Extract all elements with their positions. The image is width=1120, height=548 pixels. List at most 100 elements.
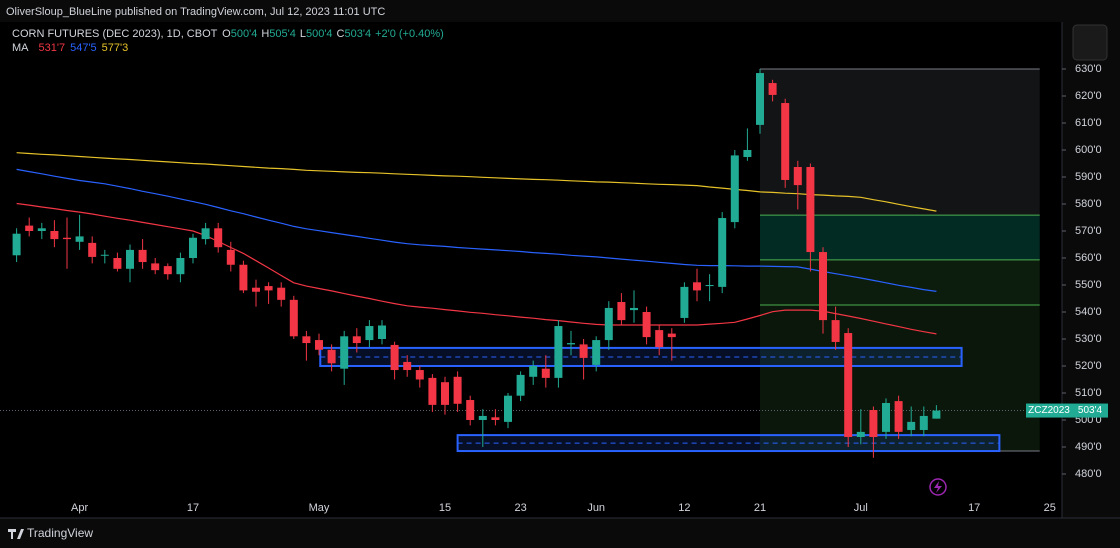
candle-body <box>730 155 739 223</box>
candle-body <box>176 257 185 275</box>
y-tick-label: 590'0 <box>1075 171 1102 183</box>
candle-body <box>693 282 701 291</box>
x-tick-label: May <box>309 502 330 514</box>
x-tick-label: Apr <box>71 502 88 514</box>
legend-key: C <box>337 28 345 40</box>
candle-body <box>819 252 827 321</box>
candle-body <box>642 311 651 338</box>
chart-button[interactable] <box>1072 24 1108 61</box>
ma-legend-value: 577'3 <box>102 42 129 54</box>
logo: TradingView <box>8 526 93 540</box>
candle-body <box>403 361 412 371</box>
y-tick-label: 580'0 <box>1075 198 1102 210</box>
ma-legend-value: 547'5 <box>70 42 97 54</box>
plot <box>0 68 1062 458</box>
candle-body <box>428 377 437 405</box>
y-tick-label: 570'0 <box>1075 225 1102 237</box>
legend-value: 500'4 <box>306 28 333 40</box>
y-tick-label: 480'0 <box>1075 468 1102 480</box>
position-band <box>760 215 1040 260</box>
legend-title: CORN FUTURES (DEC 2023), 1D, CBOT <box>12 28 218 40</box>
candle-body <box>340 336 349 369</box>
x-tick-label: 12 <box>678 502 690 514</box>
legend-key: L <box>300 28 306 40</box>
candle-body <box>630 307 638 311</box>
candle-body <box>327 349 336 364</box>
candle-body <box>806 167 815 253</box>
candle-body <box>239 264 248 291</box>
legend-change: +2'0 (+0.40%) <box>375 28 444 40</box>
x-tick-label: 25 <box>1044 502 1056 514</box>
price-tag <box>1072 403 1108 418</box>
candle-body <box>793 167 802 186</box>
candle-body <box>882 402 890 432</box>
candle-body <box>100 254 109 256</box>
x-tick-label: 15 <box>439 502 451 514</box>
candle-body <box>151 263 160 271</box>
y-tick-label: 530'0 <box>1075 333 1102 345</box>
position-band <box>760 259 1040 305</box>
candle-body <box>768 83 777 95</box>
candle-body <box>63 237 71 240</box>
candle-body <box>567 343 575 345</box>
x-tick-label: Jul <box>854 502 868 514</box>
publisher: OliverSloup_BlueLine published on Tradin… <box>6 6 385 18</box>
event-icon[interactable] <box>929 478 947 496</box>
y-tick-label: 560'0 <box>1075 252 1102 264</box>
candle-body <box>516 374 525 396</box>
zone <box>319 346 963 367</box>
brand: TradingView <box>27 526 93 540</box>
x-tick-label: 17 <box>968 502 980 514</box>
event-icon-bolt <box>934 481 942 493</box>
candle-body <box>756 73 764 125</box>
candle-body <box>441 382 449 405</box>
candle-body <box>919 415 928 430</box>
candle-body <box>466 400 475 420</box>
candle-body <box>378 325 386 339</box>
candle-body <box>743 150 752 158</box>
candle-body <box>315 340 323 350</box>
y-tick-label: 540'0 <box>1075 306 1102 318</box>
position-band <box>760 69 1040 216</box>
legend-value: 505'4 <box>269 28 296 40</box>
candle-body <box>264 286 273 291</box>
candle-body <box>138 249 147 263</box>
ma-legend: MA 531'7 547'5 577'3 <box>12 42 128 54</box>
x-tick-label: Jun <box>587 502 605 514</box>
candle-body <box>453 376 462 404</box>
candle-body <box>50 230 59 240</box>
candle-body <box>365 326 374 341</box>
x-tick-label: 23 <box>514 502 526 514</box>
candle-body <box>617 302 626 321</box>
candle-body <box>554 326 563 378</box>
candle-body <box>579 344 588 358</box>
candle-body <box>113 257 122 269</box>
candle-body <box>869 410 878 438</box>
candle-body <box>12 233 21 256</box>
legend-key: O <box>222 28 231 40</box>
candle-body <box>604 307 613 341</box>
ma-line <box>16 168 937 292</box>
y-tick-label: 600'0 <box>1075 144 1102 156</box>
candle-body <box>352 336 361 344</box>
y-tick-label: 520'0 <box>1075 360 1102 372</box>
candle-body <box>541 368 550 378</box>
candle-body <box>844 333 853 438</box>
candle-body <box>592 340 601 365</box>
candle-body <box>680 286 689 318</box>
candle-body <box>781 103 790 180</box>
y-tick-label: 550'0 <box>1075 279 1102 291</box>
y-tick-label: 510'0 <box>1075 387 1102 399</box>
ma-line <box>16 202 937 335</box>
candle-body <box>277 287 286 300</box>
ma-legend-value: 531'7 <box>39 42 66 54</box>
y-tick-label: 490'0 <box>1075 441 1102 453</box>
candle-body <box>201 228 210 240</box>
candle-body <box>189 237 197 258</box>
legend-key: H <box>261 28 269 40</box>
price-label: 503'4 <box>1078 405 1103 416</box>
candle-body <box>226 249 235 265</box>
candle-body <box>289 299 298 337</box>
